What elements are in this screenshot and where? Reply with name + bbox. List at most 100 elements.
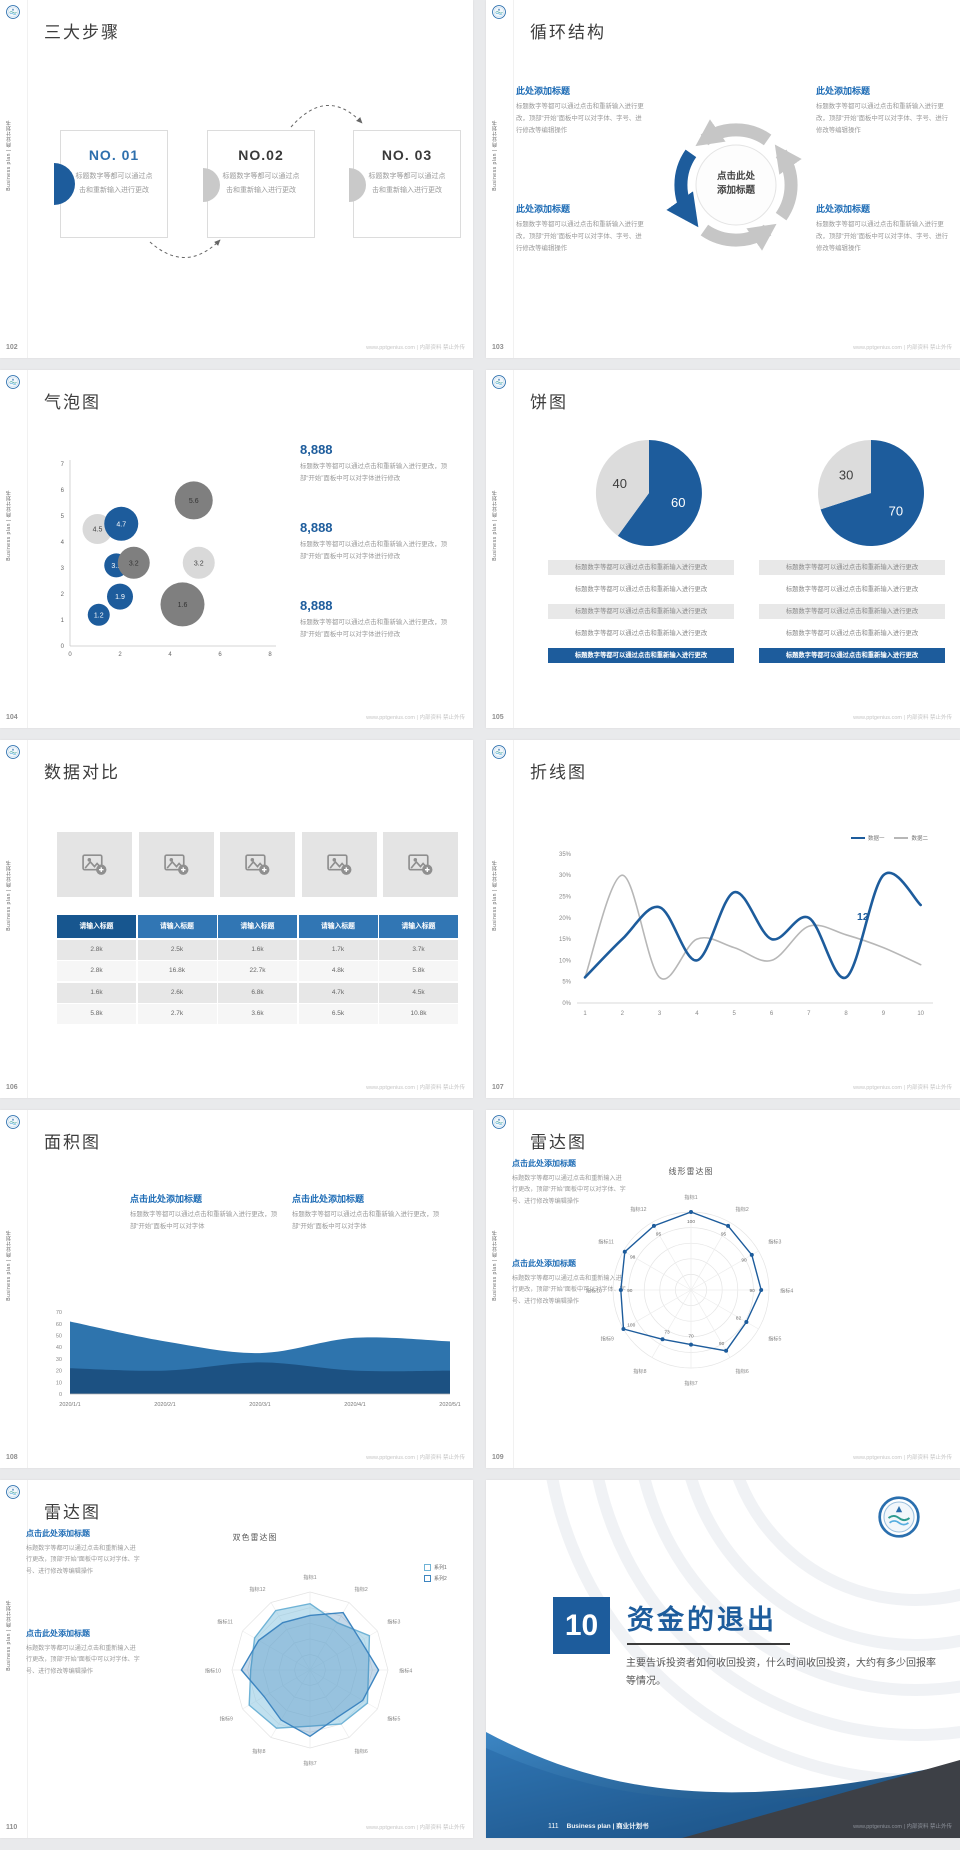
svg-text:15%: 15% xyxy=(559,937,572,943)
svg-text:指标5: 指标5 xyxy=(387,1715,400,1723)
step-body: 标题数字等都可以通过点击和重新输入进行更改 xyxy=(368,173,446,194)
logo-icon xyxy=(6,375,20,389)
pie-chart-left: 60 40 xyxy=(595,439,702,546)
svg-text:2020/3/1: 2020/3/1 xyxy=(249,1402,270,1408)
footer-url: www.pptgenius.com | 内部资料 禁止外传 xyxy=(853,1455,952,1461)
table-header-cell: 请输入标题 xyxy=(57,915,136,938)
block-body: 标题数字等都可以通过点击和重新输入进行更改，顶部“开始”面板中可以对字体、字号、… xyxy=(512,1275,626,1305)
svg-text:90: 90 xyxy=(627,1288,633,1294)
page-number: 108 xyxy=(6,1454,18,1461)
svg-text:指标10: 指标10 xyxy=(205,1667,221,1675)
stat-block-2: 8,888 标题数字等都可以通过点击和重新输入进行更改，顶部“开始”面板中可以对… xyxy=(300,520,452,562)
step-number: NO.02 xyxy=(238,147,284,163)
legend-swatch xyxy=(850,837,865,839)
svg-text:5%: 5% xyxy=(562,980,571,986)
sidebar-vertical-text: Business plan | 商业计划书 xyxy=(492,120,498,191)
step-semicircle xyxy=(54,163,75,205)
footer-url: www.pptgenius.com | 内部资料 禁止外传 xyxy=(853,345,952,351)
svg-text:指标8: 指标8 xyxy=(633,1367,646,1375)
svg-text:1.2: 1.2 xyxy=(94,612,104,619)
text-block-bottom-left: 此处添加标题 标题数字等都可以通过点击和重新输入进行更改，顶部“开始”面板中可以… xyxy=(516,202,648,255)
table-cell: 1.6k xyxy=(57,982,136,1003)
sidebar-divider xyxy=(513,370,514,728)
table-cell: 10.8k xyxy=(379,1004,458,1024)
svg-text:73: 73 xyxy=(664,1330,670,1336)
svg-text:1.6: 1.6 xyxy=(178,602,188,609)
slide-105: Business plan | 商业计划书 饼图 60 40 70 30 标题数字等… xyxy=(486,370,960,728)
step-arrows xyxy=(149,105,363,258)
pie-caption-row: 标题数字等都可以通过点击和重新输入进行更改 xyxy=(759,604,945,619)
legend-swatch xyxy=(424,1575,431,1582)
stat-body: 标题数字等都可以通过点击和重新输入进行更改，顶部“开始”面板中可以对字体进行修改 xyxy=(300,463,447,482)
svg-text:40: 40 xyxy=(613,476,627,491)
legend-label: 系列2 xyxy=(434,1576,447,1582)
svg-text:指标4: 指标4 xyxy=(399,1667,412,1675)
svg-text:6: 6 xyxy=(61,488,65,494)
step-box-1: NO. 01 标题数字等都可以通过点击和重新输入进行更改 xyxy=(54,130,168,238)
pie-rows-right: 标题数字等都可以通过点击和重新输入进行更改 标题数字等都可以通过点击和重新输入进行… xyxy=(759,560,945,670)
svg-text:20: 20 xyxy=(56,1369,62,1375)
table-cell: 4.7k xyxy=(298,982,378,1003)
svg-text:8: 8 xyxy=(268,652,272,658)
table-cell: 5.8k xyxy=(379,961,458,981)
svg-text:指标10: 指标10 xyxy=(586,1287,602,1295)
block-body: 标题数字等都可以通过点击和重新输入进行更改，顶部“开始”面板中可以对字体 xyxy=(130,1211,277,1230)
table-row: 1.6k 2.6k 6.8k 4.7k 4.5k xyxy=(57,982,458,1003)
svg-text:10%: 10% xyxy=(559,958,572,964)
line-chart-legend: 数据一 数据二 xyxy=(850,834,928,842)
svg-text:2020/5/1: 2020/5/1 xyxy=(439,1402,460,1408)
logo-icon xyxy=(492,1115,506,1129)
pie-caption-row: 标题数字等都可以通过点击和重新输入进行更改 xyxy=(759,648,945,663)
table-cell: 3.6k xyxy=(218,1004,297,1024)
page-number: 109 xyxy=(492,1454,504,1461)
footer-url: www.pptgenius.com | 内部资料 禁止外传 xyxy=(366,1825,465,1831)
stat-block-3: 8,888 标题数字等都可以通过点击和重新输入进行更改，顶部“开始”面板中可以对… xyxy=(300,598,452,640)
section-body: 主要告诉投资者如何收回投资，什么时间收回投资，大约有多少回报率等情况。 xyxy=(626,1658,936,1687)
block-body: 标题数字等都可以通过点击和重新输入进行更改，顶部“开始”面板中可以对字体、字号、… xyxy=(816,221,949,252)
svg-text:90: 90 xyxy=(741,1257,747,1263)
svg-text:5: 5 xyxy=(61,514,65,520)
block-body: 标题数字等都可以通过点击和重新输入进行更改，顶部“开始”面板中可以对字体、字号、… xyxy=(512,1175,626,1205)
table-cell: 1.7k xyxy=(298,939,378,960)
legend-item-series2: 系列2 xyxy=(424,1575,447,1582)
step-semicircle xyxy=(203,168,220,202)
footer-url: www.pptgenius.com | 内部资料 禁止外传 xyxy=(853,1085,952,1091)
footer-url: www.pptgenius.com | 内部资料 禁止外传 xyxy=(366,715,465,721)
pie-caption-row: 标题数字等都可以通过点击和重新输入进行更改 xyxy=(548,626,734,641)
table-cell: 16.8k xyxy=(137,961,217,981)
block-body: 标题数字等都可以通过点击和重新输入进行更改，顶部“开始”面板中可以对字体、字号、… xyxy=(816,103,949,134)
table-header-cell: 请输入标题 xyxy=(379,915,458,938)
legend-label: 数据二 xyxy=(911,836,928,842)
svg-text:90: 90 xyxy=(750,1288,756,1294)
slide-109: Business plan | 商业计划书 雷达图 点击此处添加标题 标题数字等… xyxy=(486,1110,960,1468)
text-block-bottom: 点击此处添加标题 标题数字等都可以通过点击和重新输入进行更改，顶部“开始”面板中… xyxy=(26,1628,140,1677)
sidebar-vertical-text: Business plan | 商业计划书 xyxy=(492,490,498,561)
svg-text:100: 100 xyxy=(627,1323,635,1329)
table-cell: 5.8k xyxy=(57,1004,136,1024)
footer-url: www.pptgenius.com | 内部资料 禁止外传 xyxy=(853,715,952,721)
svg-text:2020/2/1: 2020/2/1 xyxy=(154,1402,175,1408)
svg-text:指标7: 指标7 xyxy=(684,1379,697,1387)
table-header-cell: 请输入标题 xyxy=(137,915,217,938)
logo-icon xyxy=(492,375,506,389)
text-block-top-right: 此处添加标题 标题数字等都可以通过点击和重新输入进行更改，顶部“开始”面板中可以… xyxy=(816,84,950,137)
cycle-diagram xyxy=(666,119,802,251)
svg-text:30: 30 xyxy=(56,1357,62,1363)
svg-text:指标3: 指标3 xyxy=(768,1238,781,1246)
radar-chart-line: 指标1 指标2 指标3 指标4 指标5 指标6 指标7 指标8 指标9 指标10 指标11 指标12 1… xyxy=(586,1193,794,1387)
table-cell: 4.8k xyxy=(298,961,378,981)
section-title: 资金的退出 xyxy=(627,1605,777,1635)
sidebar-divider xyxy=(27,370,28,728)
block-heading: 点击此处添加标题 xyxy=(512,1259,576,1268)
sidebar-vertical-text: Business plan | 商业计划书 xyxy=(6,860,12,931)
block-body: 标题数字等都可以通过点击和重新输入进行更改，顶部“开始”面板中可以对字体 xyxy=(292,1211,439,1230)
svg-text:3.2: 3.2 xyxy=(129,560,139,567)
svg-text:60: 60 xyxy=(671,495,685,510)
svg-text:指标3: 指标3 xyxy=(387,1618,400,1626)
text-block-left: 点击此处添加标题 标题数字等都可以通过点击和重新输入进行更改，顶部“开始”面板中… xyxy=(130,1192,285,1233)
block-heading: 此处添加标题 xyxy=(516,86,571,96)
stat-value: 8,888 xyxy=(300,598,333,613)
svg-text:0: 0 xyxy=(59,1392,62,1398)
text-block-top: 点击此处添加标题 标题数字等都可以通过点击和重新输入进行更改，顶部“开始”面板中… xyxy=(26,1528,140,1577)
footer-url: www.pptgenius.com | 内部资料 禁止外传 xyxy=(366,1085,465,1091)
